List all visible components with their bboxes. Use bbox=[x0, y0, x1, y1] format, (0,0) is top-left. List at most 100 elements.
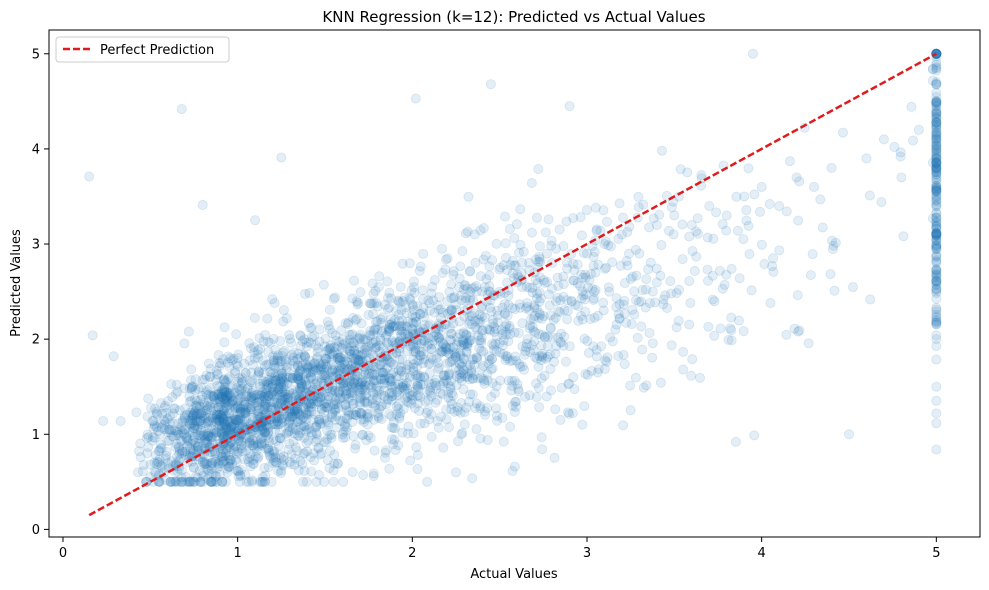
data-point bbox=[535, 272, 546, 283]
data-point bbox=[413, 382, 424, 393]
data-point bbox=[340, 399, 351, 410]
data-point bbox=[217, 385, 228, 396]
data-point bbox=[163, 424, 174, 435]
data-point bbox=[931, 221, 942, 232]
data-point bbox=[263, 445, 274, 456]
data-point bbox=[166, 476, 177, 487]
data-point bbox=[443, 370, 454, 381]
data-point bbox=[542, 351, 553, 362]
data-point bbox=[541, 248, 552, 259]
data-point bbox=[328, 293, 339, 304]
data-point bbox=[311, 429, 322, 440]
data-point bbox=[306, 466, 317, 477]
data-point bbox=[240, 367, 251, 378]
data-point bbox=[464, 295, 475, 306]
data-point bbox=[397, 296, 408, 307]
data-point bbox=[437, 342, 448, 353]
data-point bbox=[507, 355, 518, 366]
data-point bbox=[931, 87, 942, 98]
data-point bbox=[535, 309, 546, 320]
data-point bbox=[322, 316, 333, 327]
data-point bbox=[253, 451, 264, 462]
data-point bbox=[306, 322, 317, 333]
data-point bbox=[368, 337, 379, 348]
data-point bbox=[533, 256, 544, 267]
data-point bbox=[784, 156, 795, 167]
data-point bbox=[193, 383, 204, 394]
data-point bbox=[356, 414, 367, 425]
data-point bbox=[278, 316, 289, 327]
data-point bbox=[206, 417, 217, 428]
data-point bbox=[254, 410, 265, 421]
data-point bbox=[678, 364, 689, 375]
data-point bbox=[408, 318, 419, 329]
data-point bbox=[931, 124, 942, 135]
data-point bbox=[313, 363, 324, 374]
data-point bbox=[398, 320, 409, 331]
data-point bbox=[500, 351, 511, 362]
data-point bbox=[931, 381, 942, 392]
data-point bbox=[154, 445, 165, 456]
data-point bbox=[662, 303, 673, 314]
data-point bbox=[534, 351, 545, 362]
data-point bbox=[299, 432, 310, 443]
data-point bbox=[633, 191, 644, 202]
data-point bbox=[665, 276, 676, 287]
data-point bbox=[214, 381, 225, 392]
data-point bbox=[259, 401, 270, 412]
data-point bbox=[412, 464, 423, 475]
data-point bbox=[386, 369, 397, 380]
data-point bbox=[906, 101, 917, 112]
data-point bbox=[599, 364, 610, 375]
data-point bbox=[931, 117, 942, 128]
data-point bbox=[764, 199, 775, 210]
data-point bbox=[177, 415, 188, 426]
data-point bbox=[931, 97, 942, 108]
data-point bbox=[276, 378, 287, 389]
data-point bbox=[351, 407, 362, 418]
data-point bbox=[397, 378, 408, 389]
data-point bbox=[696, 170, 707, 181]
data-point bbox=[473, 330, 484, 341]
data-point bbox=[276, 453, 287, 464]
data-point bbox=[529, 300, 540, 311]
data-point bbox=[142, 448, 153, 459]
data-point bbox=[225, 426, 236, 437]
data-point bbox=[861, 153, 872, 164]
data-point bbox=[515, 361, 526, 372]
data-point bbox=[303, 337, 314, 348]
data-point bbox=[223, 450, 234, 461]
data-point bbox=[261, 398, 272, 409]
data-point bbox=[301, 408, 312, 419]
data-point bbox=[305, 322, 316, 333]
data-point bbox=[370, 343, 381, 354]
data-point bbox=[931, 106, 942, 117]
data-point bbox=[468, 354, 479, 365]
data-point bbox=[349, 374, 360, 385]
data-point bbox=[330, 330, 341, 341]
data-point bbox=[482, 403, 493, 414]
data-point bbox=[182, 440, 193, 451]
data-point bbox=[183, 415, 194, 426]
data-point bbox=[145, 402, 156, 413]
data-point bbox=[268, 452, 279, 463]
data-point bbox=[328, 349, 339, 360]
data-point bbox=[371, 297, 382, 308]
legend-label: Perfect Prediction bbox=[100, 43, 214, 58]
data-point bbox=[598, 305, 609, 316]
data-point bbox=[556, 328, 567, 339]
data-point bbox=[219, 395, 230, 406]
data-point bbox=[482, 435, 493, 446]
data-point bbox=[497, 340, 508, 351]
data-point bbox=[717, 219, 728, 230]
data-point bbox=[298, 412, 309, 423]
data-point bbox=[138, 459, 149, 470]
data-point bbox=[430, 397, 441, 408]
data-point bbox=[236, 383, 247, 394]
data-point bbox=[395, 408, 406, 419]
data-point bbox=[327, 409, 338, 420]
data-point bbox=[184, 383, 195, 394]
data-point bbox=[177, 435, 188, 446]
data-point bbox=[394, 354, 405, 365]
data-point bbox=[686, 370, 697, 381]
